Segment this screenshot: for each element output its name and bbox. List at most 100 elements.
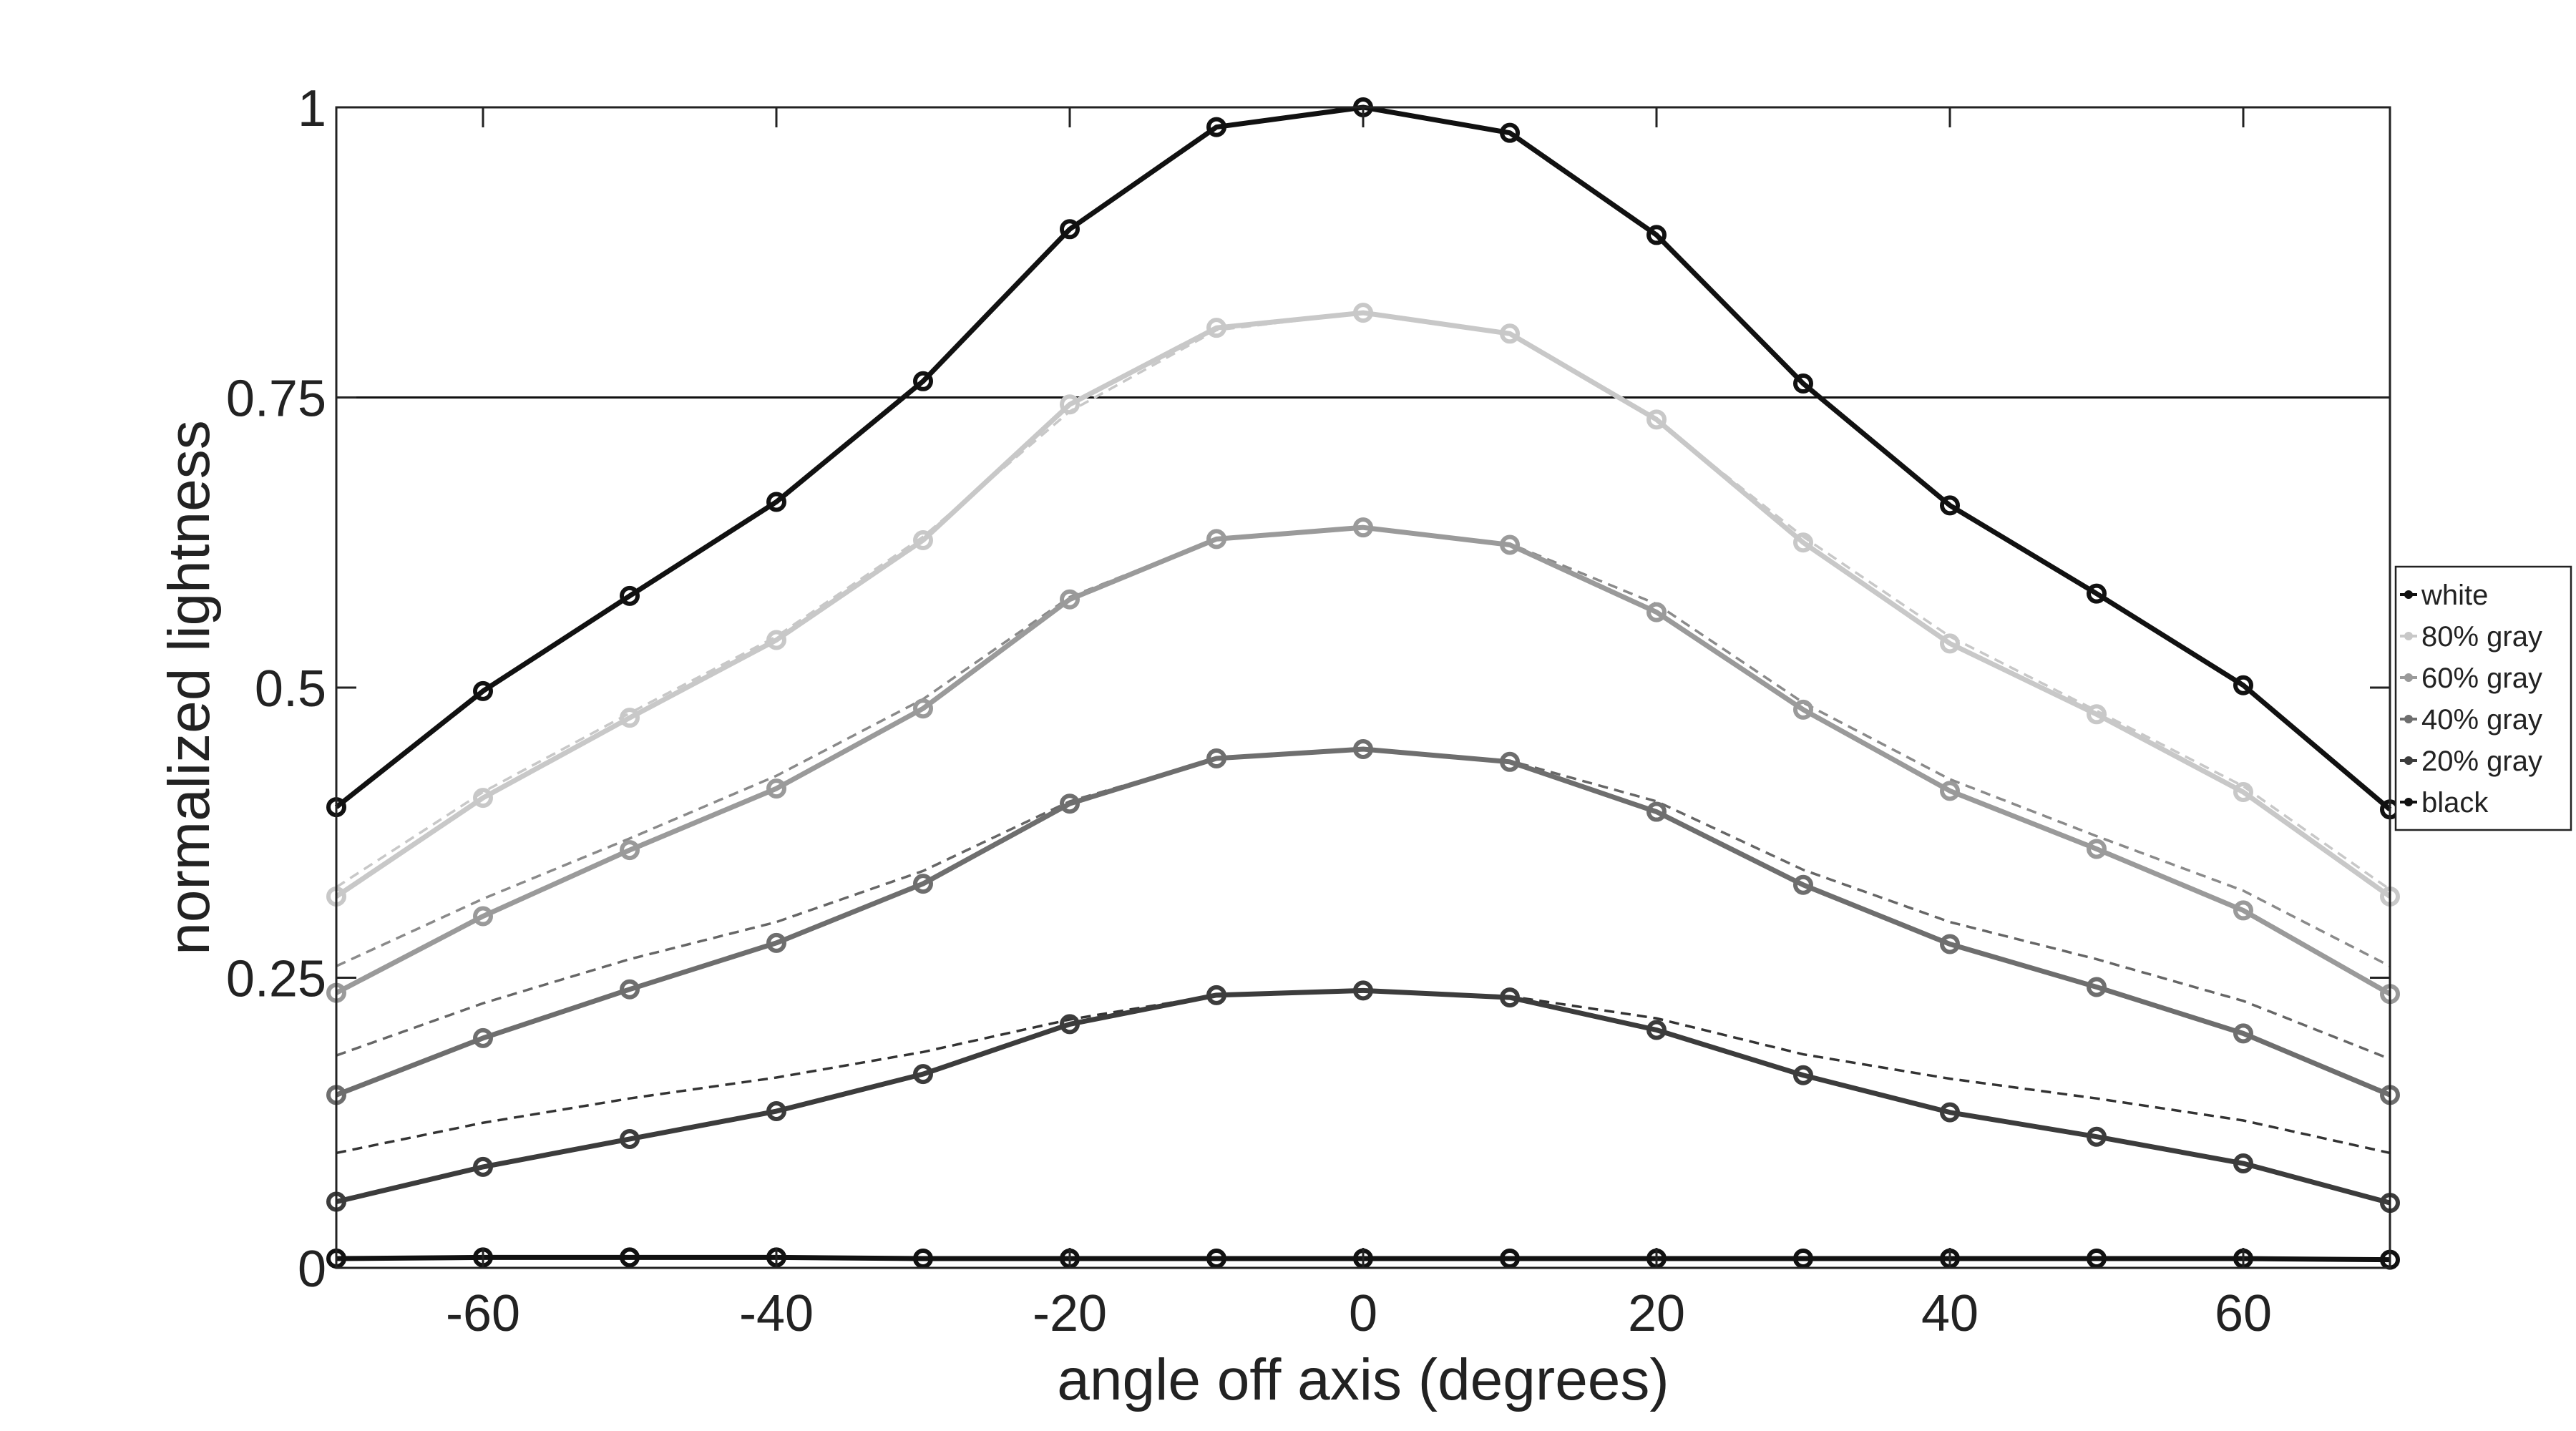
data-point-60pct-gray [766, 778, 786, 799]
data-point-white [2233, 675, 2253, 695]
data-point-80pct-gray [620, 708, 640, 728]
data-point-20pct-gray [1793, 1065, 1813, 1085]
reference-curve-3 [336, 989, 2391, 1155]
data-point-60pct-gray [2087, 839, 2107, 859]
data-point-60pct-gray [1353, 517, 1373, 538]
data-point-white [1940, 495, 1960, 516]
legend: white 80% gray 60% gray 40% gray 20% gray bla… [2394, 565, 2572, 831]
legend-box [2394, 565, 2572, 831]
data-point-60pct-gray [1793, 699, 1813, 720]
data-point-20pct-gray [1353, 980, 1373, 1001]
data-point-white [620, 585, 640, 606]
data-point-black [1793, 1249, 1813, 1269]
x-tick-label: -60 [446, 1285, 520, 1342]
legend-swatch-marker [2404, 673, 2413, 682]
series-80pct-gray [326, 303, 2400, 907]
legend-swatch-marker [2404, 590, 2413, 599]
data-point-60pct-gray [1500, 534, 1520, 555]
data-point-60pct-gray [1206, 529, 1226, 550]
data-point-60pct-gray [1940, 781, 1960, 801]
legend-label: 80% gray [2421, 621, 2542, 653]
data-point-60pct-gray [1060, 589, 1080, 610]
data-point-80pct-gray [1793, 532, 1813, 553]
data-point-black [913, 1249, 933, 1269]
legend-swatch-marker [2404, 715, 2413, 723]
reference-curves-layer [336, 311, 2391, 1155]
data-point-80pct-gray [473, 788, 493, 809]
series-40pct-gray [326, 738, 2400, 1105]
y-tick-label: 0.75 [226, 371, 326, 428]
data-point-60pct-gray [2233, 900, 2253, 921]
data-point-80pct-gray [2087, 704, 2107, 725]
legend-swatch-marker [2404, 798, 2413, 806]
reference-curve-0 [336, 311, 2391, 891]
data-point-40pct-gray [620, 979, 640, 1000]
y-tick-label: 0 [298, 1241, 326, 1298]
data-point-white [473, 680, 493, 701]
y-tick-label: 1 [298, 80, 326, 137]
ticks-layer: -60 -40 -20 0 20 40 60 0 0.25 0.5 0.75 1 [226, 80, 2390, 1342]
legend-label: 20% gray [2421, 746, 2542, 777]
series-line-60pct-gray [335, 524, 2391, 997]
x-tick-label: 40 [1921, 1285, 1979, 1342]
legend-swatch-marker [2404, 632, 2413, 640]
data-point-80pct-gray [766, 630, 786, 650]
data-point-60pct-gray [620, 840, 640, 861]
y-axis-label: normalized lightness [157, 420, 222, 955]
data-point-40pct-gray [913, 874, 933, 894]
data-point-40pct-gray [1940, 934, 1960, 954]
data-point-20pct-gray [913, 1064, 933, 1085]
data-point-80pct-gray [1206, 318, 1226, 338]
data-point-white [1060, 219, 1080, 240]
series-line-20pct-gray [336, 987, 2391, 1206]
x-tick-label: 0 [1349, 1285, 1377, 1342]
x-tick-label: -20 [1033, 1285, 1107, 1342]
legend-swatch-marker [2404, 756, 2413, 765]
x-tick-label: 20 [1628, 1285, 1685, 1342]
data-point-20pct-gray [473, 1156, 493, 1177]
data-point-20pct-gray [1500, 987, 1520, 1008]
data-point-40pct-gray [2233, 1023, 2253, 1044]
data-point-40pct-gray [1500, 751, 1520, 772]
data-point-40pct-gray [473, 1027, 493, 1048]
x-axis-label: angle off axis (degrees) [1057, 1347, 1669, 1412]
series-layer [326, 97, 2400, 1270]
data-point-20pct-gray [620, 1128, 640, 1149]
data-point-40pct-gray [1060, 793, 1080, 814]
series-20pct-gray [326, 980, 2400, 1213]
reference-curve-2 [336, 748, 2391, 1060]
data-point-white [1500, 122, 1520, 143]
series-line-40pct-gray [335, 746, 2391, 1098]
legend-label: black [2421, 787, 2489, 819]
plot-frame [335, 106, 2391, 1269]
data-point-40pct-gray [1793, 874, 1813, 895]
data-point-20pct-gray [2087, 1126, 2107, 1147]
data-point-white [766, 492, 786, 512]
data-point-60pct-gray [473, 906, 493, 927]
data-point-40pct-gray [2087, 977, 2107, 997]
data-point-40pct-gray [1353, 738, 1373, 759]
data-point-white [2087, 583, 2107, 604]
legend-label: white [2421, 580, 2488, 611]
data-point-80pct-gray [1940, 633, 1960, 654]
series-line-80pct-gray [335, 310, 2392, 899]
data-point-80pct-gray [1646, 409, 1667, 430]
data-point-black [2087, 1249, 2107, 1269]
data-point-white [1206, 117, 1226, 137]
series-line-white [334, 104, 2392, 811]
data-point-20pct-gray [1646, 1020, 1667, 1040]
data-point-40pct-gray [1206, 748, 1226, 768]
data-point-white [913, 371, 933, 391]
data-point-20pct-gray [1060, 1014, 1080, 1035]
x-tick-label: -40 [739, 1285, 814, 1342]
data-point-40pct-gray [766, 932, 786, 953]
data-point-80pct-gray [1353, 303, 1373, 323]
data-point-white [1646, 225, 1667, 245]
legend-label: 60% gray [2421, 663, 2542, 694]
data-point-60pct-gray [913, 698, 933, 719]
data-point-20pct-gray [1940, 1102, 1960, 1123]
data-point-20pct-gray [2233, 1153, 2253, 1174]
x-tick-label: 60 [2215, 1285, 2272, 1342]
data-point-80pct-gray [2233, 781, 2253, 802]
